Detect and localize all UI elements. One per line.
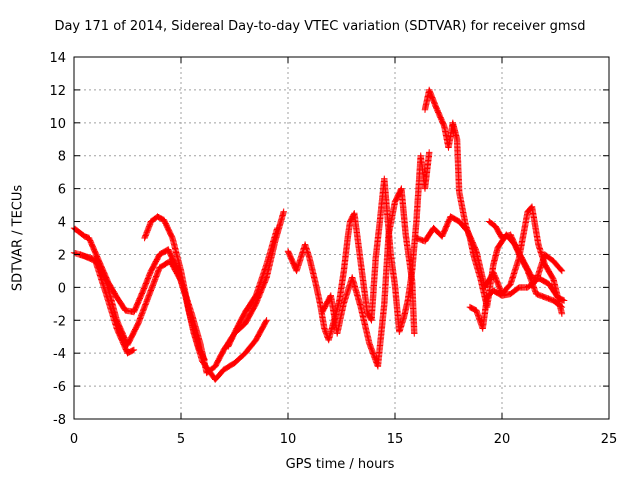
series-C-markers: [77, 251, 138, 357]
y-tick-label: 10: [49, 117, 66, 132]
y-axis-ticks: -8 -6 -4 -2 0 2 4 6 8 10 12 14: [49, 51, 609, 428]
series-K: [486, 218, 566, 311]
y-tick-label: 12: [49, 84, 66, 99]
series-G: [319, 185, 418, 370]
y-tick-label: -4: [53, 347, 66, 362]
y-tick-label: 14: [49, 51, 66, 66]
series-I-markers: [413, 203, 566, 317]
grid-lines: [74, 57, 609, 419]
data-points: [70, 86, 568, 383]
series-F: [284, 149, 433, 344]
series-I: [413, 203, 566, 317]
series-A-markers: [70, 224, 270, 383]
y-tick-label: -6: [53, 380, 66, 395]
plot-frame: [73, 56, 610, 420]
x-tick-label: 15: [387, 432, 404, 447]
y-tick-label: -8: [53, 413, 66, 428]
y-tick-label: 6: [58, 183, 66, 198]
y-tick-label: 0: [58, 281, 66, 296]
series-D: [141, 213, 208, 363]
x-tick-label: 5: [177, 432, 185, 447]
chart-title: Day 171 of 2014, Sidereal Day-to-day VTE…: [54, 19, 586, 34]
x-tick-label: 0: [70, 432, 78, 447]
x-axis-ticks: 0 5 10 15 20 25: [70, 57, 617, 447]
y-axis-label: SDTVAR / TECUs: [10, 184, 26, 292]
x-tick-label: 25: [601, 432, 618, 447]
y-tick-label: 8: [58, 150, 66, 165]
series-K-markers: [486, 218, 566, 311]
y-tick-label: 2: [58, 248, 66, 263]
series-D-markers: [141, 213, 208, 363]
x-tick-label: 20: [494, 432, 511, 447]
y-tick-label: -2: [53, 314, 66, 329]
x-tick-label: 10: [280, 432, 297, 447]
series-A: [70, 224, 270, 383]
series-E: [224, 224, 281, 350]
series-G-markers: [319, 185, 418, 370]
y-tick-label: 4: [58, 216, 66, 231]
series-F-markers: [284, 149, 433, 344]
x-axis-label: GPS time / hours: [285, 457, 395, 472]
series-E-markers: [224, 224, 281, 350]
series-C: [77, 251, 138, 357]
